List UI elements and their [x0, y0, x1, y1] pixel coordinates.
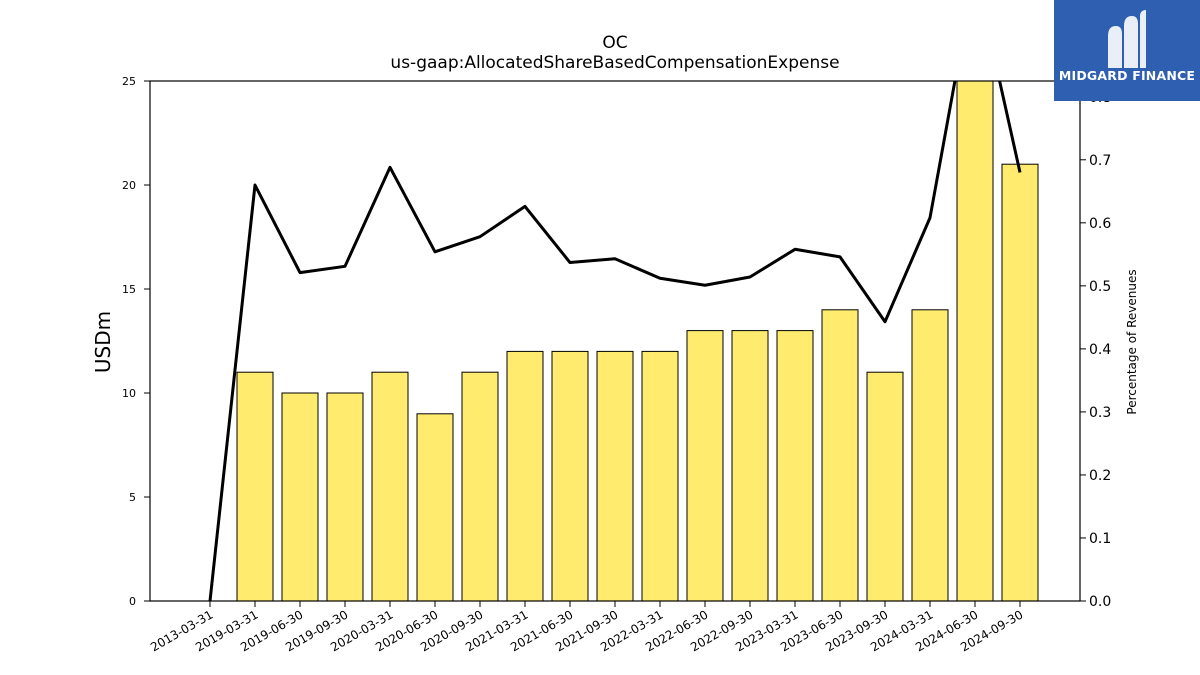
bar-2023-03-31 [776, 330, 814, 601]
x-axis-ticks: 2013-03-312019-03-312019-06-302019-09-30… [148, 601, 1026, 654]
bar-2024-06-30 [956, 81, 994, 601]
right-tick-label: 0.3 [1089, 405, 1111, 421]
left-tick-label: 10 [122, 387, 136, 400]
midgard-finance-logo: MIDGARD FINANCE [1054, 0, 1200, 101]
bar-2023-09-30 [866, 371, 904, 601]
chart-subtitle: us-gaap:AllocatedShareBasedCompensationE… [390, 53, 840, 73]
bar-2020-06-30 [416, 413, 454, 601]
left-tick-label: 15 [122, 283, 136, 296]
right-tick-label: 0.6 [1089, 216, 1111, 232]
logo-mark-icon [1108, 10, 1146, 68]
right-tick-label: 0.7 [1089, 153, 1111, 169]
bar-2021-03-31 [506, 350, 544, 601]
right-tick-label: 0.2 [1089, 468, 1111, 484]
right-axis-ticks: 0.00.10.20.30.40.50.60.70.8 [1080, 90, 1111, 610]
bar-2020-03-31 [371, 371, 409, 601]
left-axis-ticks: 0 5 10 15 20 25 [122, 75, 150, 608]
bar-2024-03-31 [911, 309, 949, 601]
chart-title: OC [602, 33, 628, 53]
bar-2024-09-30 [1001, 163, 1039, 601]
bar-2023-06-30 [821, 309, 859, 601]
bar-2019-06-30 [281, 392, 319, 601]
bar-2020-09-30 [461, 371, 499, 601]
bar-2022-06-30 [686, 330, 724, 601]
y-axis-label: USDm [91, 311, 115, 373]
bar-2021-09-30 [596, 350, 634, 601]
bar-series [236, 81, 1039, 601]
bar-2019-03-31 [236, 371, 274, 601]
bar-2022-03-31 [641, 350, 679, 601]
left-tick-label: 20 [122, 179, 136, 192]
bar-2019-09-30 [326, 392, 364, 601]
bar-2022-09-30 [731, 330, 769, 601]
line-percentage-of-revenues [208, 81, 1022, 601]
right-tick-label: 0.0 [1089, 594, 1111, 610]
right-tick-label: 0.1 [1089, 531, 1111, 547]
right-tick-label: 0.5 [1089, 279, 1111, 295]
logo-text: MIDGARD FINANCE [1058, 68, 1196, 83]
right-tick-label: 0.4 [1089, 342, 1111, 358]
bar-2021-06-30 [551, 350, 589, 601]
line-series [208, 81, 1022, 601]
left-tick-label: 25 [122, 75, 136, 88]
left-tick-label: 0 [129, 595, 136, 608]
left-tick-label: 5 [129, 491, 136, 504]
y2-axis-label: Percentage of Revenues [1125, 269, 1139, 414]
